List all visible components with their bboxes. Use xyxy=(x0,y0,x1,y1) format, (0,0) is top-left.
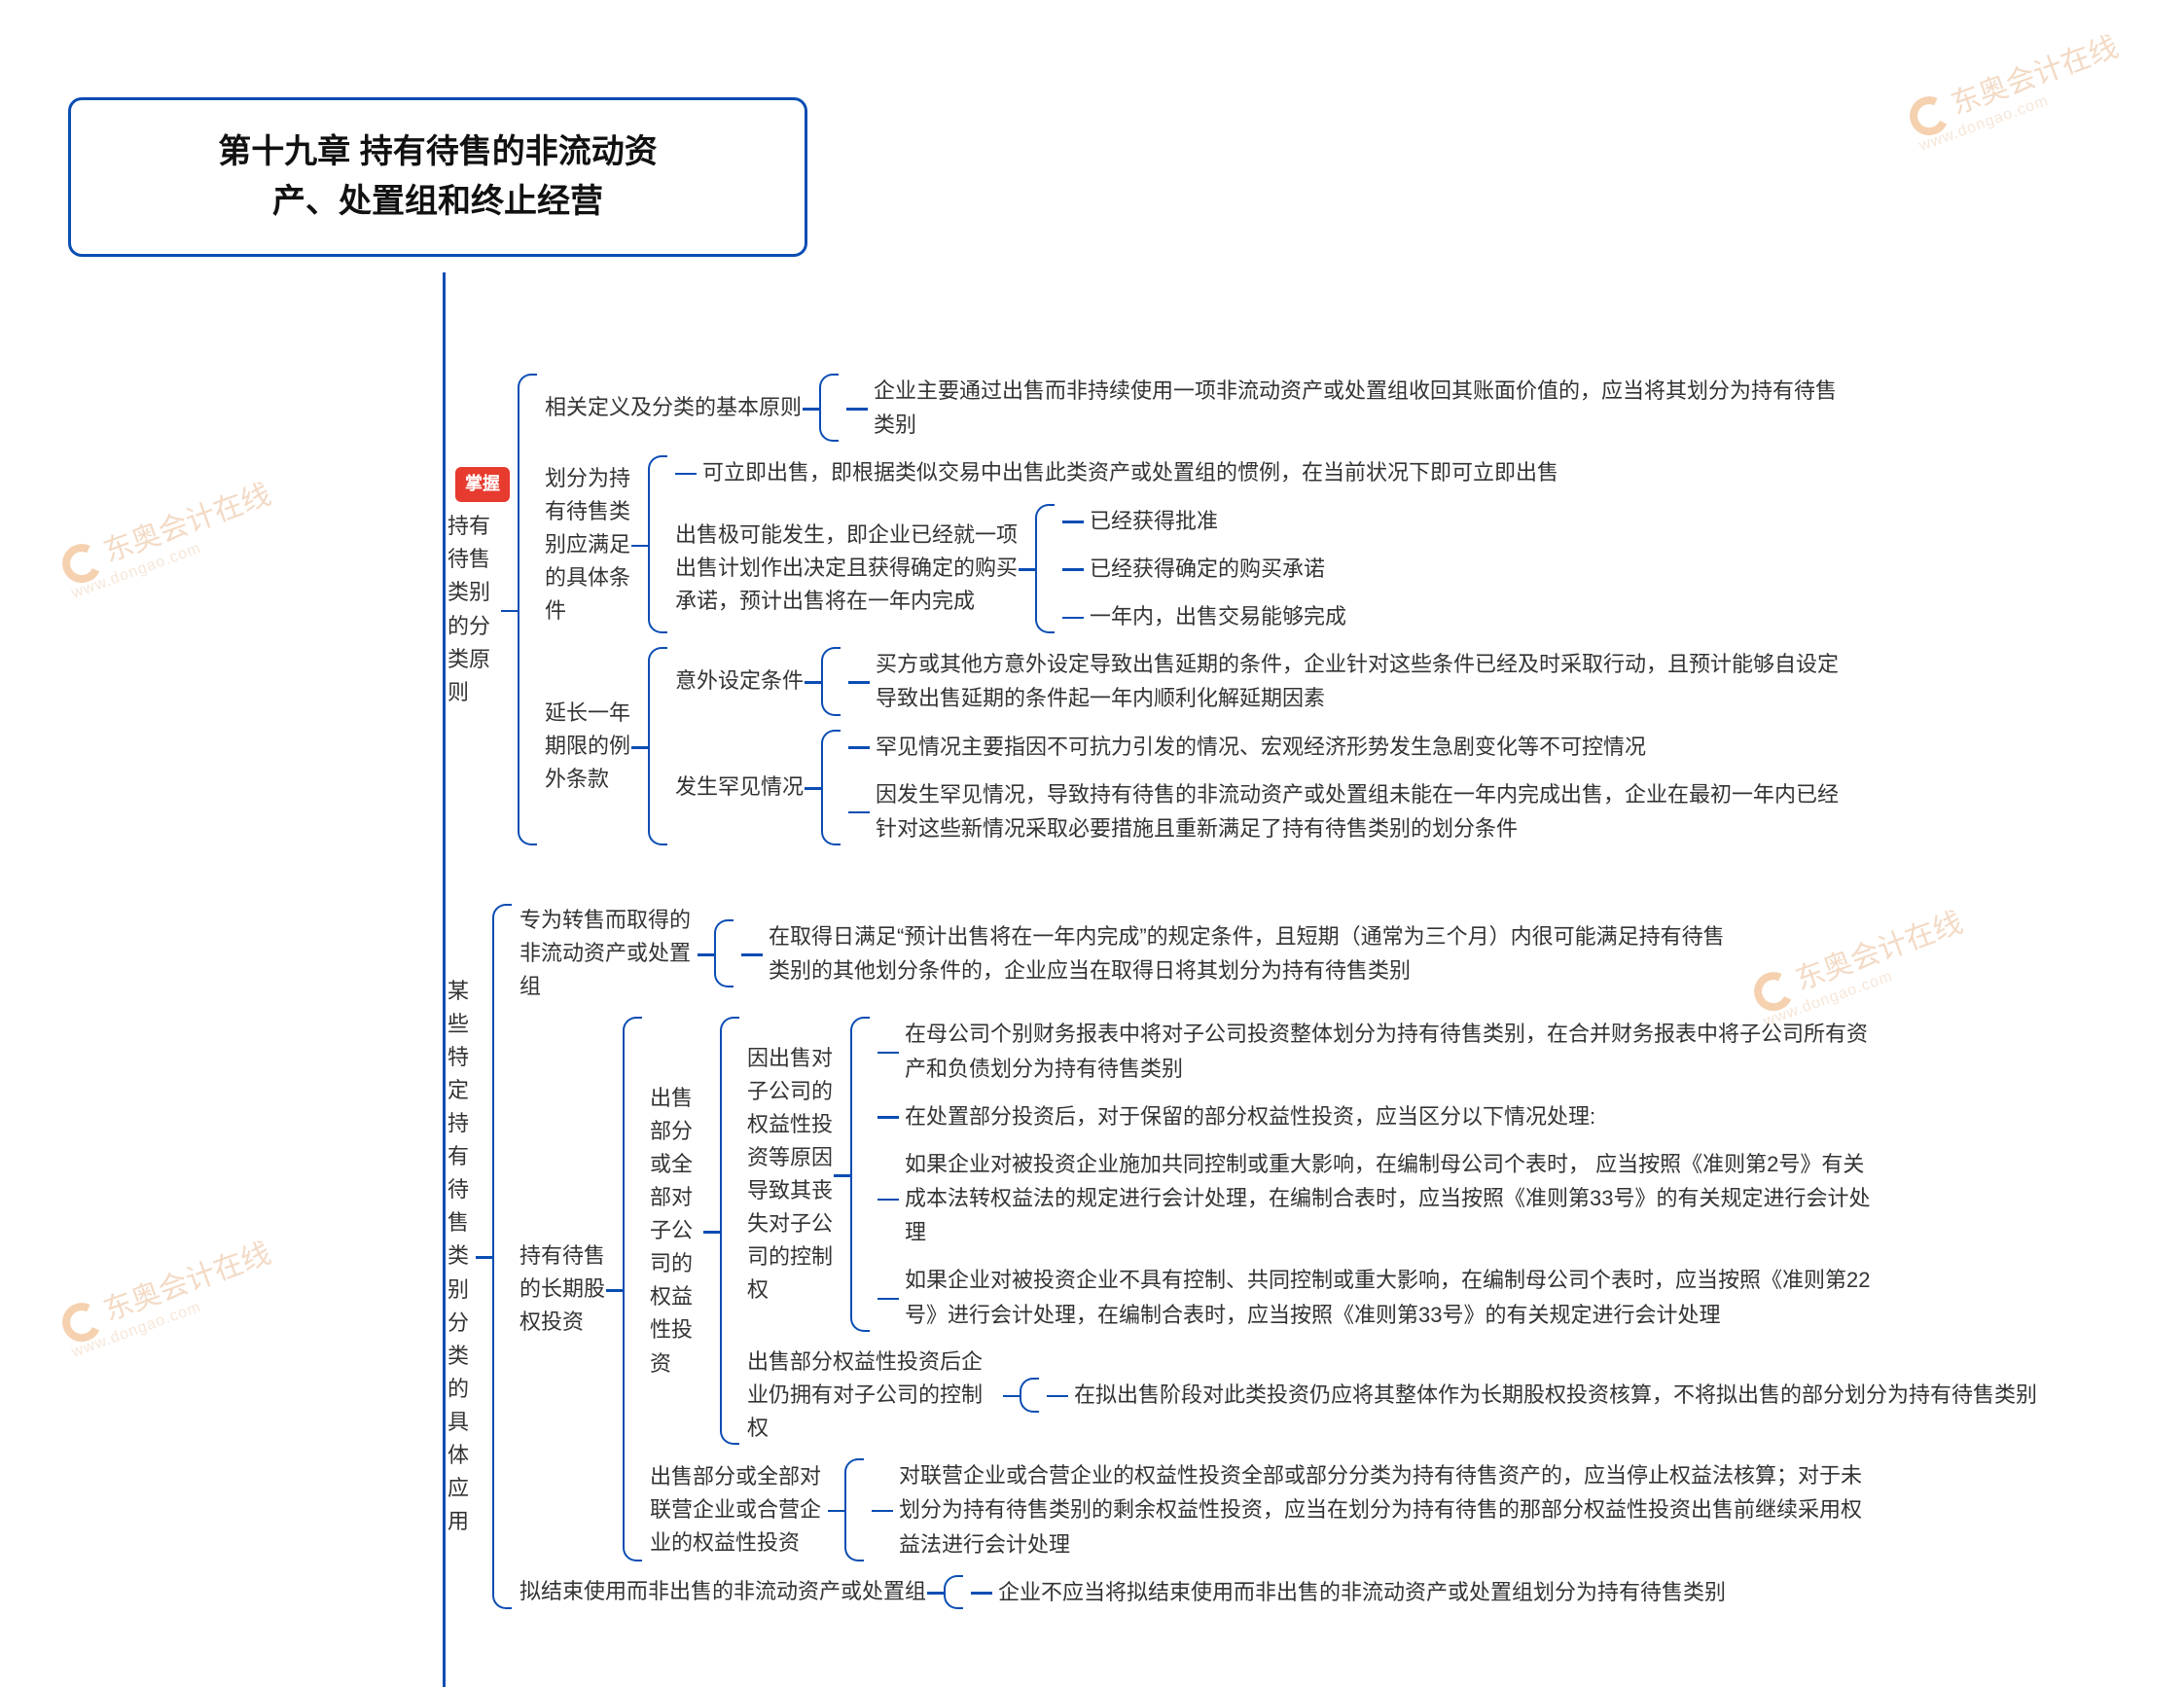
leaf-text: 企业主要通过出售而非持续使用一项非流动资产或处置组收回其账面价值的，应当将其划分… xyxy=(874,374,1846,442)
leaf: 买方或其他方意外设定导致出售延期的条件，企业针对这些条件已经及时采取行动，且预计… xyxy=(848,647,1848,715)
leaf-text: 企业不应当将拟结束使用而非出售的非流动资产或处置组划分为持有待售类别 xyxy=(998,1575,1726,1609)
leaf: 因发生罕见情况，导致持有待售的非流动资产或处置组未能在一年内完成出售，企业在最初… xyxy=(848,777,1848,845)
leaf: 对联营企业或合营企业的权益性投资全部或部分分类为持有待售资产的，应当停止权益法核… xyxy=(872,1458,1872,1561)
leaf: 在母公司个别财务报表中将对子公司投资整体划分为持有待售类别，在合并财务报表中将子… xyxy=(877,1017,1878,1085)
node-label: 延长一年期限的例外条款 xyxy=(545,697,648,796)
watermark: 东奥会计在线 www.dongao.com xyxy=(54,1229,282,1362)
leaf: 已经获得批准 xyxy=(1062,504,1346,538)
leaf: 企业不应当将拟结束使用而非出售的非流动资产或处置组划分为持有待售类别 xyxy=(971,1575,1726,1609)
chapter-title: 第十九章 持有待售的非流动资 产、处置组和终止经营 xyxy=(68,97,807,257)
node-label: 因出售对子公司的权益性投资等原因导致其丧失对子公司的控制权 xyxy=(747,1042,850,1308)
node-specific-applications: 某些特定持有待售类别分类的具体应用 专为转售而取得的非流动资产或处置组 在取得日… xyxy=(448,904,2126,1609)
node-label: 相关定义及分类的基本原则 xyxy=(545,391,819,424)
node-conditions: 划分为持有待售类别应满足的具体条件 可立即出售，即根据类似交易中出售此类资产或处… xyxy=(545,455,1848,633)
node-sell-associate-equity: 出售部分或全部对联营企业或合营企业的权益性投资 对联营企业或合营企业的权益性投资… xyxy=(650,1458,2037,1561)
root-connector xyxy=(443,272,446,1687)
watermark-brand: 东奥会计在线 xyxy=(99,479,274,569)
leaf-text: 在取得日满足“预计出售将在一年内完成”的规定条件，且短期（通常为三个月）内很可能… xyxy=(769,919,1741,987)
leaf-text: 一年内，出售交易能够完成 xyxy=(1090,599,1346,633)
leaf-text: 买方或其他方意外设定导致出售延期的条件，企业针对这些条件已经及时采取行动，且预计… xyxy=(876,647,1848,715)
watermark: 东奥会计在线 www.dongao.com xyxy=(1902,22,2130,156)
node-lose-control: 因出售对子公司的权益性投资等原因导致其丧失对子公司的控制权 在母公司个别财务报表… xyxy=(747,1017,2037,1332)
leaf: 企业主要通过出售而非持续使用一项非流动资产或处置组收回其账面价值的，应当将其划分… xyxy=(846,374,1846,442)
leaf-text: 如果企业对被投资企业施加共同控制或重大影响，在编制母公司个表时， 应当按照《准则… xyxy=(905,1147,1878,1250)
leaf-text: 如果企业对被投资企业不具有控制、共同控制或重大影响，在编制母公司个表时，应当按照… xyxy=(905,1263,1878,1331)
leaf: 一年内，出售交易能够完成 xyxy=(1062,599,1346,633)
node-retain-control: 出售部分权益性投资后企业仍拥有对子公司的控制权 在拟出售阶段对此类投资仍应将其整… xyxy=(747,1346,2037,1445)
node-label: 某些特定持有待售类别分类的具体应用 xyxy=(448,975,492,1539)
label-text: 持有待售类别的分类原则 xyxy=(448,514,490,703)
leaf: 已经获得确定的购买承诺 xyxy=(1062,552,1346,586)
node-sell-subsidiary-equity: 出售部分或全部对子公司的权益性投资 因出售对子公司的权益性投资等原因导致其丧失对… xyxy=(650,1017,2037,1445)
watermark-url: www.dongao.com xyxy=(69,512,282,603)
node-label: 意外设定条件 xyxy=(675,664,821,698)
watermark-url: www.dongao.com xyxy=(1916,64,2130,156)
leaf: 罕见情况主要指因不可抗力引发的情况、宏观经济形势发生急剧变化等不可控情况 xyxy=(848,730,1848,764)
leaf-text: 在母公司个别财务报表中将对子公司投资整体划分为持有待售类别，在合并财务报表中将子… xyxy=(905,1017,1878,1085)
leaf: 在取得日满足“预计出售将在一年内完成”的规定条件，且短期（通常为三个月）内很可能… xyxy=(741,919,1741,987)
leaf-text: 在处置部分投资后，对于保留的部分权益性投资，应当区分以下情况处理: xyxy=(905,1099,1595,1133)
node-label: 掌握 持有待售类别的分类原则 xyxy=(448,510,518,709)
node-classification-principles: 掌握 持有待售类别的分类原则 相关定义及分类的基本原则 企业主要通过出售而非持续… xyxy=(448,374,2126,845)
leaf: 在处置部分投资后，对于保留的部分权益性投资，应当区分以下情况处理: xyxy=(877,1099,1878,1133)
leaf-text: 在拟出售阶段对此类投资仍应将其整体作为长期股权投资核算，不将拟出售的部分划分为持… xyxy=(1074,1378,2037,1412)
node-label: 出售部分或全部对联营企业或合营企业的权益性投资 xyxy=(650,1460,844,1560)
node-extension-exceptions: 延长一年期限的例外条款 意外设定条件 买方或其他方意外设定导致出售延期的条件，企… xyxy=(545,647,1848,845)
leaf-text: 罕见情况主要指因不可抗力引发的情况、宏观经济形势发生急剧变化等不可控情况 xyxy=(876,730,1646,764)
leaf-text: 已经获得确定的购买承诺 xyxy=(1090,552,1325,586)
node-rare-situations: 发生罕见情况 罕见情况主要指因不可抗力引发的情况、宏观经济形势发生急剧变化等不可… xyxy=(675,730,1848,846)
node-label: 发生罕见情况 xyxy=(675,771,821,804)
leaf-text: 已经获得批准 xyxy=(1090,504,1218,538)
watermark-brand: 东奥会计在线 xyxy=(1947,31,2122,122)
node-unexpected-conditions: 意外设定条件 买方或其他方意外设定导致出售延期的条件，企业针对这些条件已经及时采… xyxy=(675,647,1848,715)
leaf-text: 对联营企业或合营企业的权益性投资全部或部分分类为持有待售资产的，应当停止权益法核… xyxy=(899,1458,1872,1561)
node-label: 拟结束使用而非出售的非流动资产或处置组 xyxy=(519,1575,944,1608)
mindmap-root: 掌握 持有待售类别的分类原则 相关定义及分类的基本原则 企业主要通过出售而非持续… xyxy=(448,374,2126,1609)
node-label: 专为转售而取得的非流动资产或处置组 xyxy=(519,904,714,1003)
node-lt-equity-investment: 持有待售的长期股权投资 出售部分或全部对子公司的权益性投资 因出售对子公司的权益… xyxy=(519,1017,2037,1561)
leaf: 如果企业对被投资企业施加共同控制或重大影响，在编制母公司个表时， 应当按照《准则… xyxy=(877,1147,1878,1250)
leaf: 在拟出售阶段对此类投资仍应将其整体作为长期股权投资核算，不将拟出售的部分划分为持… xyxy=(1047,1378,2037,1412)
leaf: 可立即出售，即根据类似交易中出售此类资产或处置组的惯例，在当前状况下即可立即出售 xyxy=(675,455,1558,489)
node-label: 出售部分或全部对子公司的权益性投资 xyxy=(650,1082,720,1381)
watermark: 东奥会计在线 www.dongao.com xyxy=(54,470,282,603)
node-sale-likely: 出售极可能发生，即企业已经就一项出售计划作出决定且获得确定的购买承诺，预计出售将… xyxy=(675,504,1558,634)
node-abandon-not-sell: 拟结束使用而非出售的非流动资产或处置组 企业不应当将拟结束使用而非出售的非流动资… xyxy=(519,1575,2037,1609)
node-label: 划分为持有待售类别应满足的具体条件 xyxy=(545,462,648,628)
leaf: 如果企业对被投资企业不具有控制、共同控制或重大影响，在编制母公司个表时，应当按照… xyxy=(877,1263,1878,1331)
mastery-badge: 掌握 xyxy=(455,467,510,502)
title-line1: 第十九章 持有待售的非流动资 xyxy=(129,127,746,177)
leaf-text: 可立即出售，即根据类似交易中出售此类资产或处置组的惯例，在当前状况下即可立即出售 xyxy=(702,455,1558,489)
node-basic-principle: 相关定义及分类的基本原则 企业主要通过出售而非持续使用一项非流动资产或处置组收回… xyxy=(545,374,1848,442)
node-label: 出售部分权益性投资后企业仍拥有对子公司的控制权 xyxy=(747,1346,1020,1445)
node-label: 出售极可能发生，即企业已经就一项出售计划作出决定且获得确定的购买承诺，预计出售将… xyxy=(675,519,1035,618)
title-line2: 产、处置组和终止经营 xyxy=(129,177,746,227)
node-acquired-for-resale: 专为转售而取得的非流动资产或处置组 在取得日满足“预计出售将在一年内完成”的规定… xyxy=(519,904,2037,1003)
watermark-brand: 东奥会计在线 xyxy=(99,1238,274,1328)
node-label: 持有待售的长期股权投资 xyxy=(519,1239,623,1339)
watermark-url: www.dongao.com xyxy=(69,1271,282,1362)
leaf-text: 因发生罕见情况，导致持有待售的非流动资产或处置组未能在一年内完成出售，企业在最初… xyxy=(876,777,1848,845)
